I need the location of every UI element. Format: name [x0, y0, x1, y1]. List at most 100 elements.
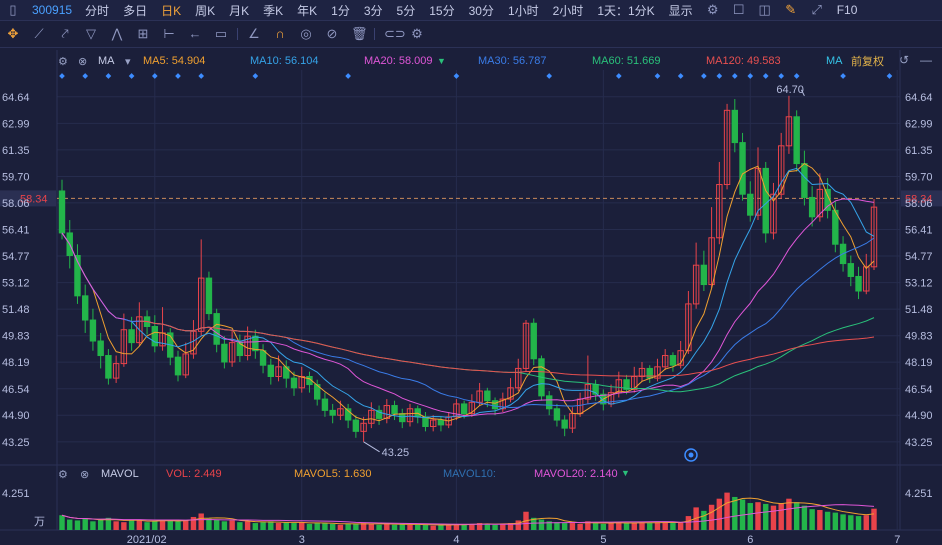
event-marker-icon [684, 448, 698, 462]
signal-marker [654, 73, 661, 79]
gear-icon[interactable]: ⚙ [706, 2, 719, 17]
f10-button[interactable]: F10 [836, 3, 858, 17]
candle-body [824, 188, 831, 211]
candle-body [468, 401, 476, 415]
volume-bar [159, 520, 166, 530]
period-tab[interactable]: 1小时 [507, 3, 539, 18]
volume-bar [677, 522, 684, 530]
period-tab[interactable]: 多日 [123, 3, 148, 18]
mavol20-line [61, 504, 875, 525]
settings-icon[interactable]: ⚙ [411, 26, 423, 41]
period-tab[interactable]: 5分 [396, 3, 416, 18]
candle-body [112, 363, 120, 379]
y-tick-label: 44.90 [905, 410, 933, 422]
link-icon[interactable]: ⊂⊃ [384, 26, 406, 41]
signal-marker [731, 73, 738, 79]
pen-icon[interactable]: ✎ [785, 2, 797, 17]
vol-value: VOL: 2.449 [166, 468, 222, 480]
magnet-icon[interactable]: ∩ [275, 26, 285, 41]
channel-tool-icon[interactable]: ▽ [86, 26, 96, 41]
measure-tool-icon[interactable]: ⊢ [163, 26, 175, 41]
period-tab[interactable]: 日K [161, 3, 182, 18]
volume-bar [337, 524, 344, 530]
sidebar-toggle-icon[interactable]: ▯ [9, 2, 17, 17]
crosshair-icon[interactable]: ✥ [7, 26, 19, 41]
trash-icon[interactable]: 🗑 [351, 26, 368, 41]
gear-icon[interactable]: ⚙ [58, 55, 68, 68]
period-tab[interactable]: 3分 [363, 3, 383, 18]
volume-bar [793, 502, 800, 530]
period-tab[interactable]: 季K [263, 3, 284, 18]
volume-bar [770, 505, 777, 530]
minus-icon[interactable]: — [920, 53, 932, 67]
period-tab[interactable]: 30分 [468, 3, 494, 18]
symbol-code[interactable]: 300915 [32, 3, 73, 17]
wave-tool-icon[interactable]: ⋀ [111, 26, 123, 41]
y-tick-label: 53.12 [2, 278, 30, 290]
fullscreen-icon[interactable]: ⤢ [811, 2, 822, 17]
period-tab[interactable]: 月K [229, 3, 250, 18]
volume-bar [801, 505, 808, 530]
candle-body [174, 356, 182, 376]
arrow-tool-icon[interactable]: ← [188, 26, 202, 41]
volume-bar [368, 523, 375, 530]
text-tool-icon[interactable]: ▭ [214, 26, 228, 41]
vol-tick-label: 4.251 [2, 488, 30, 500]
y-tick-label: 44.90 [2, 410, 30, 422]
mavol10-value: MAVOL10: [443, 468, 496, 480]
ray-tool-icon[interactable]: ⤤ [61, 26, 69, 41]
volume-bar [538, 519, 545, 530]
hide-icon[interactable]: ⊘ [326, 26, 338, 41]
period-tab[interactable]: 1天：1分K [597, 3, 655, 18]
candle-body [128, 329, 135, 344]
signal-marker [747, 73, 754, 79]
candle-body [561, 419, 568, 429]
candle-body [205, 277, 213, 315]
y-tick-label: 59.70 [2, 171, 30, 183]
close-icon[interactable]: ⊗ [78, 55, 88, 68]
y-tick-label: 46.54 [905, 384, 933, 396]
volume-bar [183, 520, 189, 530]
period-tabs: 分时 多日 日K 周K 月K 季K 年K 1分 3分 5分 15分 30分 1小时 2小时 1天：1分K 显示 [78, 2, 700, 19]
period-tab[interactable]: 1分 [331, 3, 350, 18]
high-label: 64.70 [776, 84, 804, 96]
period-tab[interactable]: 2小时 [552, 3, 584, 18]
candle-body [259, 350, 267, 366]
signal-marker [716, 73, 723, 79]
volume-bar [840, 514, 846, 530]
chevron-down-icon[interactable]: ▾ [125, 55, 131, 68]
camera-icon[interactable]: ◫ [758, 2, 771, 17]
adjust-mode-button[interactable]: 前复权 [851, 56, 884, 68]
period-tab[interactable]: 周K [195, 3, 216, 18]
volume-bar [546, 521, 552, 530]
candle-body [414, 408, 421, 418]
volume-bar [167, 519, 173, 530]
close-icon[interactable]: ⊗ [80, 469, 90, 481]
period-tab[interactable]: 15分 [429, 3, 455, 18]
volume-bar [82, 518, 88, 530]
checkbox-icon[interactable]: ☐ [732, 2, 745, 17]
period-tab[interactable]: 年K [297, 3, 318, 18]
volume-bar [175, 521, 181, 530]
signal-marker [59, 73, 65, 79]
y-tick-label: 48.19 [2, 357, 30, 369]
signal-marker [105, 73, 112, 79]
drawing-toolbar: ✥ ⟋ ⤤ ▽ ⋀ ⊞ ⊢ ← ▭ ∠ ∩ ◎ ⊘ 🗑 ⊂⊃ ⚙ [0, 21, 942, 48]
gear-icon[interactable]: ⚙ [58, 469, 68, 481]
undo-icon[interactable]: ↺ [899, 53, 910, 67]
volume-bar [97, 519, 104, 530]
period-tab[interactable]: 分时 [85, 3, 110, 18]
volume-bar [283, 522, 289, 530]
eye-icon[interactable]: ◎ [300, 26, 312, 41]
annotations: 64.70 43.25 [363, 84, 805, 462]
fib-tool-icon[interactable]: ⊞ [137, 26, 149, 41]
volume-bar [662, 522, 668, 530]
candle-body [708, 237, 715, 286]
period-tab[interactable]: 显示 [668, 3, 693, 18]
ruler-icon[interactable]: ∠ [248, 26, 260, 41]
line-tool-icon[interactable]: ⟋ [34, 26, 44, 41]
y-tick-label: 59.70 [905, 171, 933, 183]
mavol5-value: MAVOL5: 1.630 [294, 468, 372, 480]
candle-body [747, 193, 754, 216]
y-axis-left: 64.64 62.99 61.35 59.70 58.06 56.41 54.77 53.12… [2, 92, 30, 449]
